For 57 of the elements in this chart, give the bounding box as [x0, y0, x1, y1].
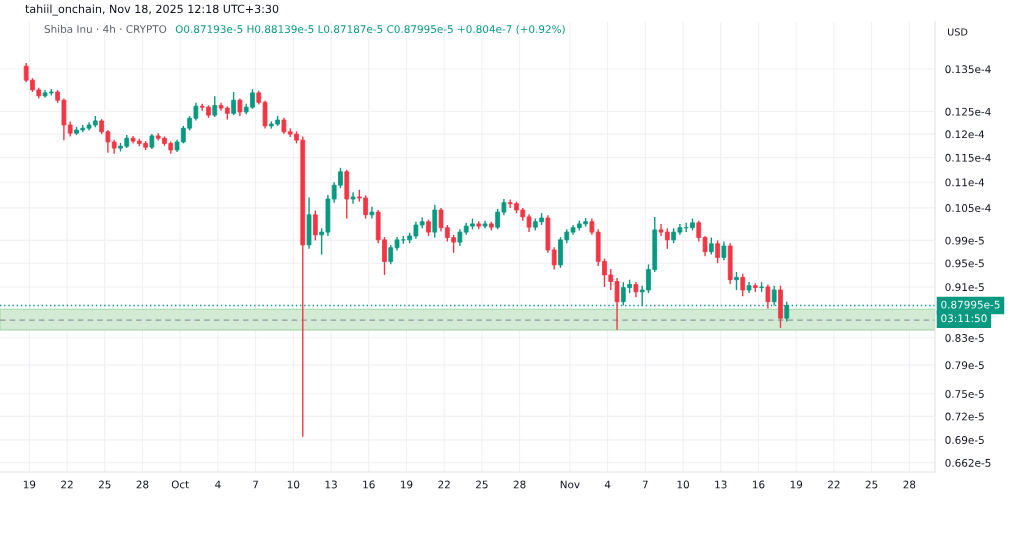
x-tick-label: 10 [287, 480, 300, 489]
candlestick [715, 239, 720, 264]
candlestick [740, 273, 746, 297]
candlestick [734, 271, 739, 291]
x-tick-label: 28 [903, 480, 916, 489]
x-tick-label: 22 [828, 480, 840, 489]
y-tick-label: 0.125e-4 [945, 107, 991, 116]
y-tick-label: 0.75e-5 [945, 390, 984, 398]
x-tick-label: 13 [325, 480, 337, 489]
y-tick-label: 0.99e-5 [945, 236, 984, 245]
y-tick-label: 0.83e-5 [945, 334, 984, 342]
chart-title: tahiil_onchain, Nov 18, 2025 12:18 UTC+3:30 [25, 4, 279, 16]
chart-subtitle: Shiba Inu · 4h · CRYPTO [44, 24, 167, 34]
y-tick-label: 0.69e-5 [945, 436, 984, 444]
x-tick-label: 13 [715, 480, 727, 489]
x-tick-label: 19 [23, 480, 36, 489]
x-tick-label: 22 [61, 480, 73, 489]
x-tick-label: 28 [136, 480, 149, 489]
x-tick-label: 7 [253, 480, 259, 489]
x-tick-label: Oct [171, 480, 189, 489]
candlestick [765, 283, 771, 310]
x-tick-label: 28 [513, 480, 526, 489]
x-tick-label: Nov [560, 480, 580, 489]
candlestick [212, 95, 218, 118]
x-tick-label: 25 [865, 480, 878, 489]
x-tick-label: 7 [642, 480, 648, 489]
y-tick-label: 0.12e-4 [945, 130, 985, 139]
x-tick-label: 4 [215, 480, 221, 489]
y-tick-label: 0.135e-4 [945, 65, 991, 74]
y-tick-label: 0.105e-4 [945, 204, 991, 212]
x-tick-label: 25 [476, 480, 488, 489]
x-tick-label: 22 [438, 480, 450, 489]
candlestick [369, 206, 375, 220]
y-tick-label: 0.91e-5 [945, 283, 984, 292]
x-tick-label: 4 [604, 480, 611, 489]
x-tick-label: 16 [363, 480, 375, 489]
x-tick-label: 19 [400, 480, 413, 489]
candlestick [721, 240, 727, 261]
x-tick-label: 10 [677, 480, 689, 489]
y-tick-label: 0.11e-4 [945, 178, 985, 187]
annotation: O0.87193e-5 H0.88139e-5 L0.87187e-5 C0.87995e-5 +0.804e-7 (+0.92%) [175, 24, 565, 35]
candlestick [350, 191, 356, 205]
y-tick-label: 0.72e-5 [945, 412, 984, 421]
candlestick [771, 285, 777, 307]
x-tick-label: 19 [790, 480, 803, 489]
x-tick-label: 16 [752, 480, 765, 489]
candlestick [231, 91, 236, 116]
y-tick-label: 0.115e-4 [945, 153, 991, 162]
candlestick [312, 209, 318, 242]
y-tick-label: 0.662e-5 [945, 458, 991, 467]
x-tick-label: 25 [98, 480, 111, 489]
text: 03:11:50 [941, 314, 987, 323]
y-axis-title: USD [948, 28, 968, 36]
ref-line-label: 0.87995e-5 [941, 300, 1000, 309]
y-tick-label: 0.79e-5 [945, 361, 984, 370]
y-tick-label: 0.95e-5 [945, 259, 984, 268]
candlestick [432, 204, 438, 239]
